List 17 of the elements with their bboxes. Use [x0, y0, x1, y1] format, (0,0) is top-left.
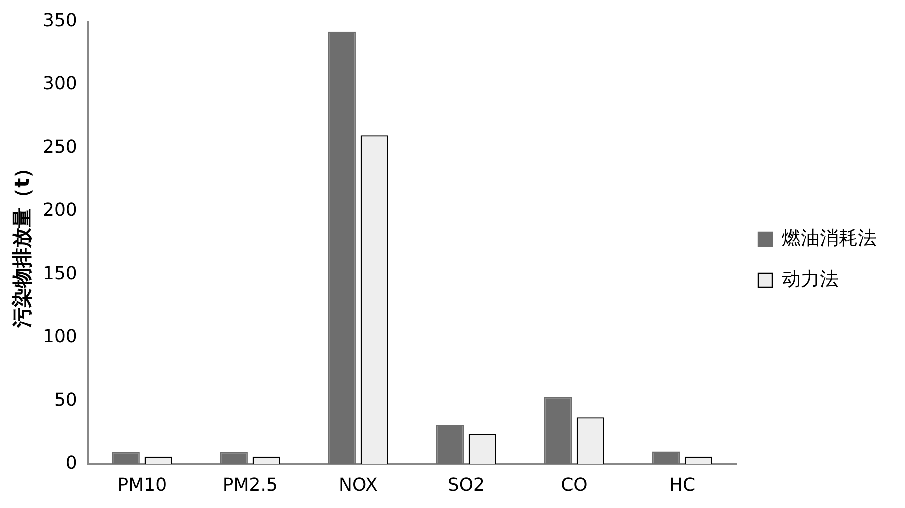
y-tick-label: 300 — [42, 74, 78, 95]
x-tick-label: HC — [669, 474, 696, 496]
x-tick-label: CO — [561, 474, 588, 496]
y-tick-label: 100 — [42, 326, 78, 348]
y-tick-label: 150 — [42, 263, 78, 284]
y-tick-label: 50 — [54, 390, 78, 411]
x-tick-label: SO2 — [448, 474, 485, 496]
y-tick-label: 250 — [42, 136, 78, 158]
y-tick-label: 350 — [42, 10, 78, 32]
x-tick-label: PM10 — [118, 474, 168, 496]
y-tick-label: 200 — [42, 200, 78, 222]
y-axis-title: 污染物排放量（t） — [10, 158, 34, 329]
x-tick-label: NOX — [339, 474, 378, 496]
y-tick-label: 0 — [66, 453, 78, 474]
legend-label: 燃油消耗法 — [782, 227, 877, 250]
legend-label: 动力法 — [782, 268, 839, 290]
x-tick-label: PM2.5 — [222, 474, 278, 496]
